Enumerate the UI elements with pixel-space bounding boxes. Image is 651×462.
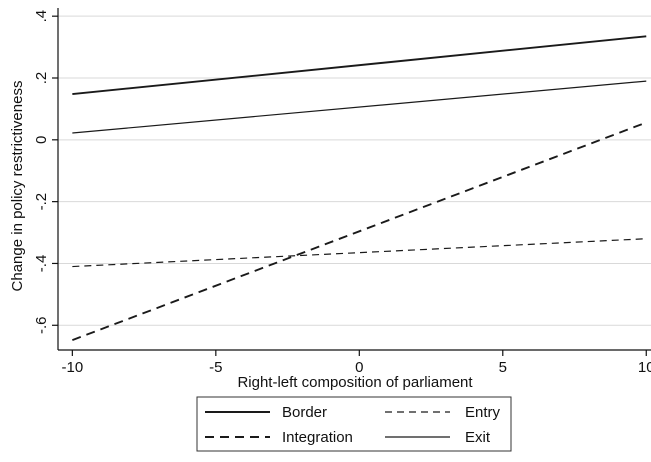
x-tick-label: -5 xyxy=(209,359,222,376)
legend-label-entry: Entry xyxy=(465,404,501,421)
series-layer xyxy=(72,36,646,340)
legend-label-border: Border xyxy=(282,404,327,421)
x-axis-title: Right-left composition of parliament xyxy=(237,374,473,391)
y-tick-label: 0 xyxy=(33,136,50,144)
legend-label-exit: Exit xyxy=(465,429,491,446)
x-tick-label: 5 xyxy=(499,359,507,376)
series-line-entry xyxy=(72,239,646,267)
y-tick-label: -.4 xyxy=(33,255,50,273)
y-tick-label: -.6 xyxy=(33,317,50,335)
y-axis-title: Change in policy restrictiveness xyxy=(9,81,26,292)
series-line-exit xyxy=(72,81,646,133)
y-tick-label: .2 xyxy=(33,72,50,85)
x-tick-label: -10 xyxy=(62,359,84,376)
series-line-integration xyxy=(72,123,646,341)
axis-layer: -.6-.4-.20.2.4-10 -5 0 5 10 xyxy=(33,8,651,376)
legend: Border Entry Integration Exit xyxy=(197,397,511,451)
y-tick-label: .4 xyxy=(33,10,50,23)
y-tick-label: -.2 xyxy=(33,193,50,211)
legend-label-integration: Integration xyxy=(282,429,353,446)
grid-layer xyxy=(58,16,651,325)
series-line-border xyxy=(72,36,646,94)
legend-box xyxy=(197,397,511,451)
x-tick-label: 10 xyxy=(638,359,651,376)
